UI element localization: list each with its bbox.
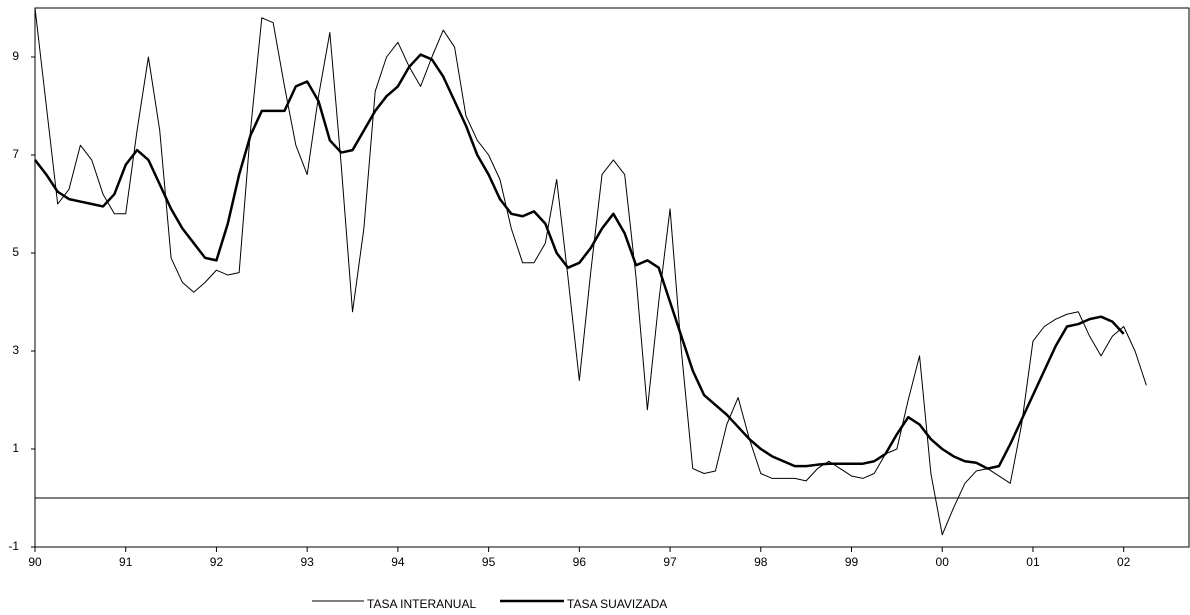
x-tick-label: 92	[210, 555, 224, 569]
y-tick-label: 3	[12, 343, 19, 357]
x-tick-label: 94	[391, 555, 405, 569]
y-tick-label: 7	[12, 147, 19, 161]
x-tick-label: 91	[119, 555, 133, 569]
x-tick-label: 95	[482, 555, 496, 569]
y-tick-label: -1	[8, 539, 19, 553]
y-tick-label: 1	[12, 441, 19, 455]
x-tick-label: 90	[28, 555, 42, 569]
legend-label: TASA SUAVIZADA	[567, 597, 667, 611]
y-tick-label: 9	[12, 49, 19, 63]
x-tick-label: 98	[754, 555, 768, 569]
plot-frame	[34, 7, 1190, 548]
y-tick-label: 5	[12, 245, 19, 259]
x-tick-label: 00	[936, 555, 950, 569]
x-tick-label: 96	[573, 555, 587, 569]
x-tick-label: 99	[845, 555, 859, 569]
x-tick-label: 01	[1026, 555, 1040, 569]
legend-label: TASA INTERANUAL	[367, 597, 476, 611]
series-line	[34, 53, 1125, 470]
x-tick-label: 02	[1117, 555, 1131, 569]
series-line	[34, 7, 1147, 536]
x-tick-label: 93	[300, 555, 314, 569]
x-tick-label: 97	[663, 555, 677, 569]
